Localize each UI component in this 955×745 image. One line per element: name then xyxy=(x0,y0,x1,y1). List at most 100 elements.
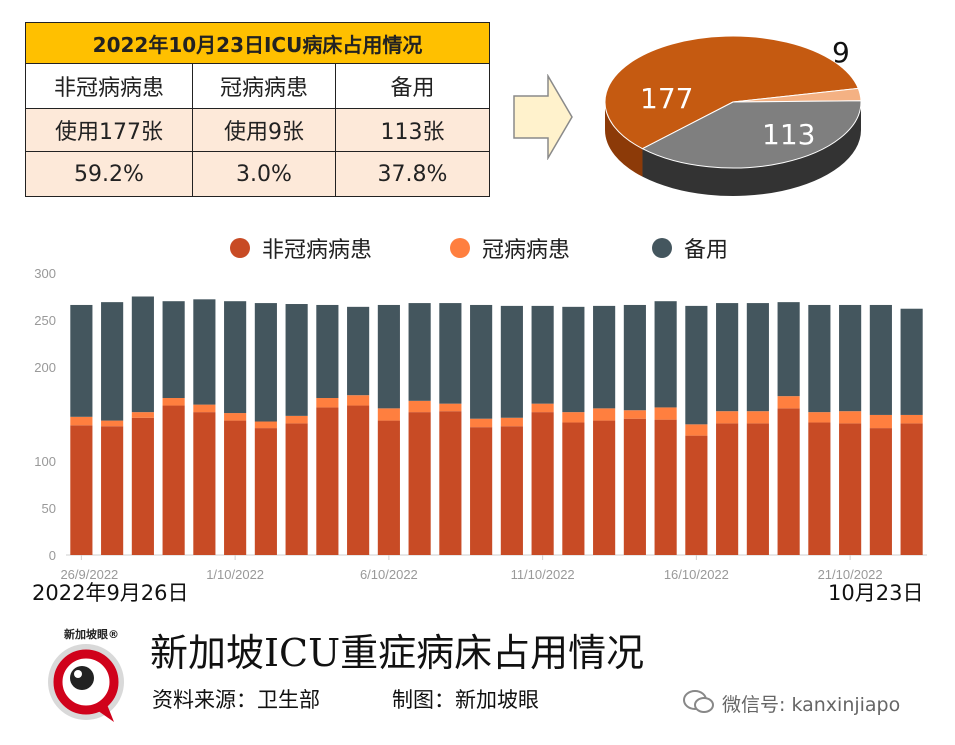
bar-segment-non-covid xyxy=(623,418,646,555)
bar-segment-spare xyxy=(716,303,739,412)
bar-segment-non-covid xyxy=(193,412,216,555)
bar-segment-covid xyxy=(839,411,862,424)
count-non-covid: 使用177张 xyxy=(25,108,193,152)
bar-segment-non-covid xyxy=(347,405,370,555)
bar-segment-covid xyxy=(900,414,923,424)
bar-segment-covid xyxy=(439,403,462,412)
bar-segment-non-covid xyxy=(716,423,739,555)
bar-segment-non-covid xyxy=(900,423,923,555)
pie-side-non_covid xyxy=(605,102,643,177)
bar-segment-spare xyxy=(101,302,124,421)
y-tick-label: 0 xyxy=(49,548,56,563)
bar-segment-covid xyxy=(193,404,216,413)
pie-side-spare xyxy=(642,102,861,197)
pie-chart xyxy=(604,35,862,197)
bar-segment-covid xyxy=(500,417,523,427)
count-spare: 113张 xyxy=(335,108,490,152)
bar-segment-spare xyxy=(808,304,831,413)
legend-non-covid: 非冠病病患 xyxy=(230,232,372,264)
bar-segment-covid xyxy=(224,413,247,421)
bar-segment-covid xyxy=(685,424,708,436)
percent-covid: 3.0% xyxy=(192,151,336,197)
bar-segment-non-covid xyxy=(562,422,585,555)
bar-segment-spare xyxy=(623,304,646,411)
bar-segment-spare xyxy=(347,306,370,396)
bar-segment-spare xyxy=(869,304,892,415)
y-tick-label: 250 xyxy=(34,313,56,328)
bar-segment-spare xyxy=(531,305,554,404)
y-tick-label: 200 xyxy=(34,360,56,375)
bar-segment-spare xyxy=(70,304,93,417)
bar-segment-non-covid xyxy=(162,405,185,555)
bar-segment-covid xyxy=(101,420,124,427)
count-covid: 使用9张 xyxy=(192,108,336,152)
legend-label: 备用 xyxy=(684,238,729,263)
wechat-id: 微信号: kanxinjiapo xyxy=(722,694,901,716)
bar-segment-non-covid xyxy=(685,435,708,555)
bar-segment-spare xyxy=(131,296,154,413)
logo-text: 新加坡眼® xyxy=(64,628,119,641)
y-tick-label: 50 xyxy=(42,501,56,516)
bar-segment-non-covid xyxy=(839,423,862,555)
bar-segment-covid xyxy=(746,411,769,424)
xinjiapo-logo-icon xyxy=(48,644,124,722)
bar-segment-spare xyxy=(593,305,616,409)
bar-segment-non-covid xyxy=(869,428,892,555)
bar-segment-spare xyxy=(162,301,185,399)
bar-segment-covid xyxy=(808,412,831,423)
bar-segment-non-covid xyxy=(777,408,800,555)
bar-segment-covid xyxy=(70,416,93,426)
x-tick-label: 21/10/2022 xyxy=(818,567,883,582)
made-by-text: 制图：新加坡眼 xyxy=(392,688,539,712)
bar-segment-covid xyxy=(531,403,554,413)
bar-segment-spare xyxy=(900,308,923,415)
summary-table: 2022年10月23日ICU病床占用情况 非冠病病患 冠病病患 备用 使用177… xyxy=(25,22,490,197)
bar-segment-non-covid xyxy=(439,411,462,555)
bar-segment-spare xyxy=(839,304,862,412)
summary-title: 2022年10月23日ICU病床占用情况 xyxy=(25,22,490,64)
bar-segment-non-covid xyxy=(500,426,523,555)
start-date: 2022年9月26日 xyxy=(32,581,189,605)
bar-segment-spare xyxy=(685,305,708,425)
pie-slice-spare xyxy=(641,100,862,169)
header-spare: 备用 xyxy=(335,63,490,109)
wechat-icon xyxy=(683,690,714,713)
bar-segment-spare xyxy=(377,304,400,409)
bar-segment-spare xyxy=(470,304,493,419)
y-tick-label: 100 xyxy=(34,454,56,469)
bar-segment-non-covid xyxy=(531,412,554,555)
bar-segment-covid xyxy=(316,398,339,408)
bar-segment-covid xyxy=(377,408,400,421)
bar-segment-non-covid xyxy=(808,422,831,555)
bar-segment-spare xyxy=(562,306,585,413)
bar-segment-covid xyxy=(254,421,277,429)
bar-segment-covid xyxy=(285,415,308,424)
bar-segment-covid xyxy=(562,412,585,423)
bar-segment-non-covid xyxy=(746,423,769,555)
bar-segment-covid xyxy=(347,395,370,406)
x-tick-label: 26/9/2022 xyxy=(60,567,118,582)
pie-label-spare: 113 xyxy=(762,118,816,151)
stacked-bar-chart: 0 50 100 200 250 300 26/9/2022 1/10/2022 6/10/20… xyxy=(34,266,927,582)
bar-segment-non-covid xyxy=(131,417,154,555)
bar-segment-spare xyxy=(285,304,308,416)
bar-segment-non-covid xyxy=(654,419,677,555)
bar-segment-non-covid xyxy=(224,420,247,555)
end-date: 10月23日 xyxy=(828,581,924,605)
bar-segment-covid xyxy=(470,418,493,428)
bar-segment-spare xyxy=(316,304,339,399)
x-tick-label: 6/10/2022 xyxy=(360,567,418,582)
bar-segment-covid xyxy=(869,414,892,429)
bar-segment-spare xyxy=(746,303,769,412)
bar-segment-covid xyxy=(593,408,616,421)
x-tick-label: 11/10/2022 xyxy=(511,567,575,582)
bar-segment-non-covid xyxy=(316,407,339,555)
header-non-covid: 非冠病病患 xyxy=(25,63,193,109)
bar-segment-spare xyxy=(654,301,677,408)
bar-segment-spare xyxy=(408,303,431,401)
bar-segment-non-covid xyxy=(593,420,616,555)
x-tick-label: 16/10/2022 xyxy=(664,567,729,582)
bar-segment-covid xyxy=(716,411,739,424)
legend-spare: 备用 xyxy=(652,232,728,264)
pie-label-non-covid: 177 xyxy=(640,82,694,115)
